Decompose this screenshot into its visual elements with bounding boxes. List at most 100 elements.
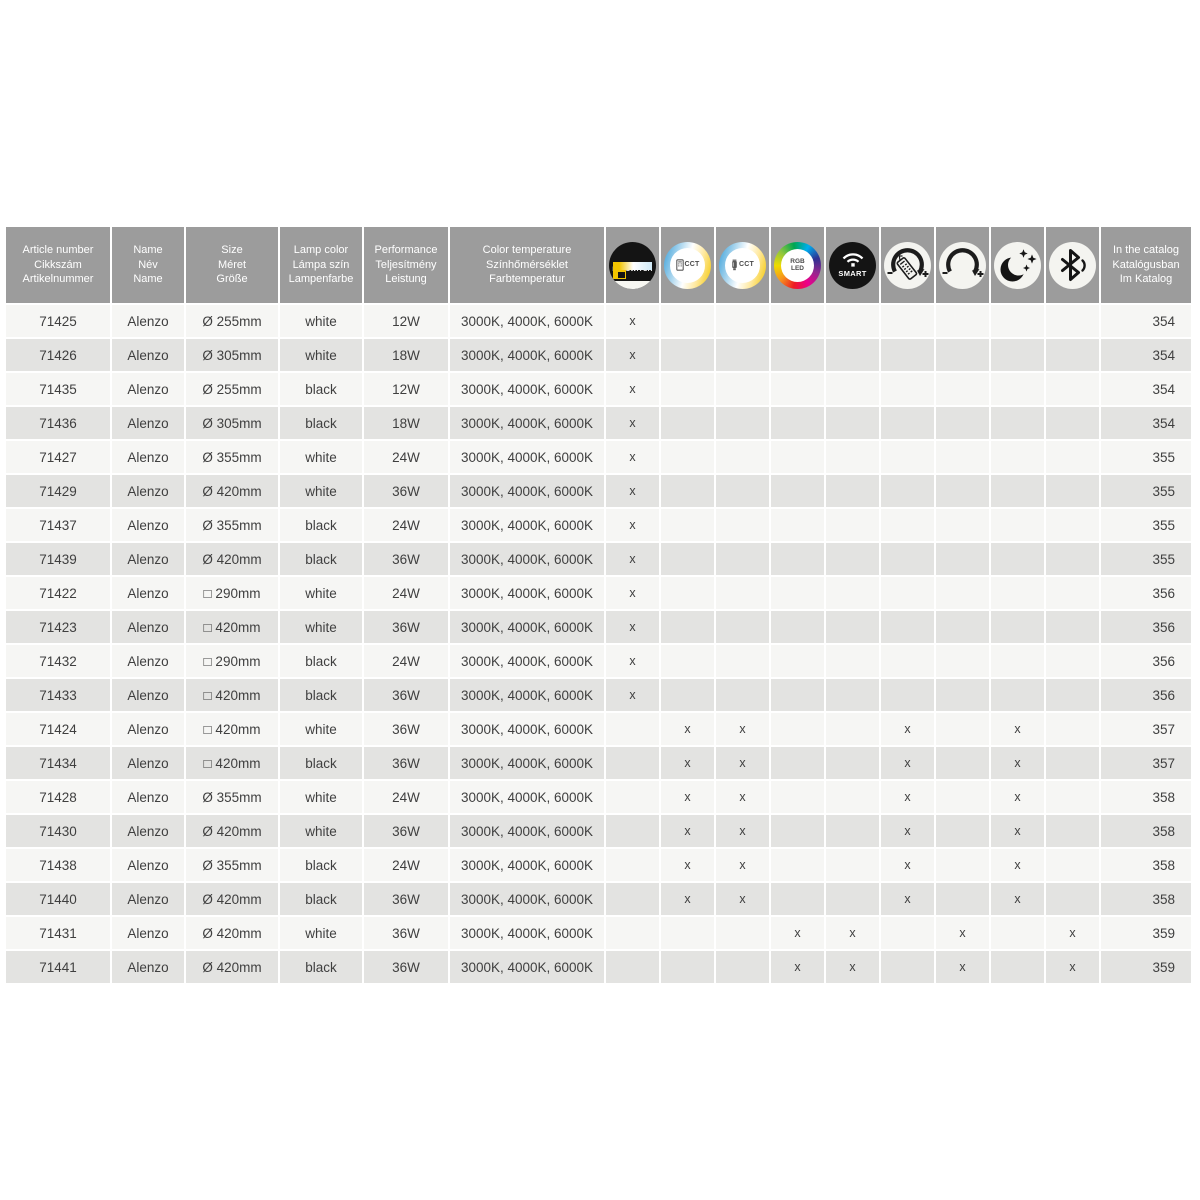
feature-mark-cell-smart	[826, 441, 879, 474]
feature-mark-cell-dimmer	[936, 713, 989, 746]
table-row: 71422 Alenzo □ 290mm white 24W 3000K, 40…	[6, 577, 1191, 610]
performance-cell: 36W	[364, 883, 448, 916]
feature-mark-cell-cct-bulb	[716, 577, 769, 610]
feature-mark-cell-dimmer	[936, 577, 989, 610]
feature-mark-cell-remote-dimmer	[881, 475, 934, 508]
feature-mark-cell-dimmer	[936, 407, 989, 440]
size-cell: Ø 420mm	[186, 475, 278, 508]
catalog-page-cell: 357	[1101, 713, 1191, 746]
catalog-page-cell: 354	[1101, 339, 1191, 372]
performance-cell: 12W	[364, 305, 448, 338]
size-cell: Ø 420mm	[186, 951, 278, 984]
feature-mark-cell-dip-switch: x	[606, 339, 659, 372]
catalog-page-cell: 356	[1101, 645, 1191, 678]
feature-mark-cell-dip-switch: x	[606, 577, 659, 610]
feature-mark-cell-rgb-led	[771, 679, 824, 712]
feature-mark-cell-night-mode: x	[991, 713, 1044, 746]
table-row: 71426 Alenzo Ø 305mm white 18W 3000K, 40…	[6, 339, 1191, 372]
color-temperature-cell: 3000K, 4000K, 6000K	[450, 747, 604, 780]
article-number-cell: 71434	[6, 747, 110, 780]
size-cell: Ø 355mm	[186, 849, 278, 882]
table-row: 71429 Alenzo Ø 420mm white 36W 3000K, 40…	[6, 475, 1191, 508]
feature-mark-cell-bluetooth	[1046, 849, 1099, 882]
feature-mark-cell-cct-remote	[661, 543, 714, 576]
performance-cell: 36W	[364, 747, 448, 780]
feature-mark-cell-smart	[826, 645, 879, 678]
feature-mark-cell-smart	[826, 577, 879, 610]
feature-mark-cell-cct-remote	[661, 305, 714, 338]
feature-mark-cell-bluetooth	[1046, 305, 1099, 338]
article-number-cell: 71433	[6, 679, 110, 712]
feature-mark-cell-rgb-led	[771, 305, 824, 338]
name-cell: Alenzo	[112, 577, 184, 610]
cct-bulb-icon: CCT	[719, 241, 766, 289]
performance-cell: 12W	[364, 373, 448, 406]
smart-label: SMART	[838, 269, 867, 279]
feature-mark-cell-rgb-led	[771, 577, 824, 610]
feature-mark-cell-remote-dimmer: x	[881, 781, 934, 814]
article-number-cell: 71428	[6, 781, 110, 814]
lamp-color-cell: white	[280, 713, 362, 746]
feature-mark-cell-rgb-led	[771, 373, 824, 406]
feature-mark-cell-dip-switch	[606, 917, 659, 950]
feature-mark-cell-smart: x	[826, 951, 879, 984]
size-cell: □ 420mm	[186, 679, 278, 712]
feature-mark-cell-cct-remote	[661, 645, 714, 678]
feature-mark-cell-cct-remote	[661, 577, 714, 610]
feature-mark-cell-dip-switch	[606, 747, 659, 780]
performance-cell: 24W	[364, 645, 448, 678]
lamp-color-cell: black	[280, 407, 362, 440]
feature-mark-cell-night-mode	[991, 441, 1044, 474]
catalog-page-cell: 359	[1101, 917, 1191, 950]
feature-mark-cell-rgb-led	[771, 815, 824, 848]
name-cell: Alenzo	[112, 883, 184, 916]
color-temperature-cell: 3000K, 4000K, 6000K	[450, 849, 604, 882]
feature-mark-cell-cct-bulb	[716, 407, 769, 440]
article-number-cell: 71437	[6, 509, 110, 542]
feature-mark-cell-remote-dimmer: x	[881, 713, 934, 746]
col-header-performance: Performance Teljesítmény Leistung	[364, 227, 448, 304]
performance-cell: 36W	[364, 679, 448, 712]
feature-mark-cell-dip-switch: x	[606, 679, 659, 712]
feature-mark-cell-cct-bulb	[716, 611, 769, 644]
feature-mark-cell-dip-switch: x	[606, 611, 659, 644]
col-header-rgb-led: RGB LED	[771, 227, 824, 304]
feature-mark-cell-night-mode	[991, 679, 1044, 712]
lamp-color-cell: black	[280, 543, 362, 576]
size-cell: Ø 355mm	[186, 509, 278, 542]
lamp-color-cell: black	[280, 849, 362, 882]
feature-mark-cell-remote-dimmer	[881, 509, 934, 542]
feature-mark-cell-dip-switch	[606, 951, 659, 984]
cct-remote-label: CCT	[684, 261, 700, 269]
feature-mark-cell-dimmer	[936, 509, 989, 542]
feature-mark-cell-cct-bulb	[716, 305, 769, 338]
feature-mark-cell-dip-switch: x	[606, 543, 659, 576]
catalog-page-cell: 355	[1101, 509, 1191, 542]
col-header-cct-bulb: CCT	[716, 227, 769, 304]
feature-mark-cell-cct-bulb: x	[716, 747, 769, 780]
feature-mark-cell-dimmer	[936, 373, 989, 406]
bluetooth-glyph	[1061, 248, 1086, 281]
color-temperature-cell: 3000K, 4000K, 6000K	[450, 951, 604, 984]
night-mode-icon	[994, 241, 1041, 289]
lamp-color-cell: black	[280, 645, 362, 678]
header-row: Article number Cikkszám Artikelnummer Na…	[6, 227, 1191, 304]
color-temperature-cell: 3000K, 4000K, 6000K	[450, 543, 604, 576]
col-header-lamp-color: Lamp color Lámpa szín Lampenfarbe	[280, 227, 362, 304]
feature-mark-cell-night-mode	[991, 645, 1044, 678]
article-number-cell: 71432	[6, 645, 110, 678]
feature-mark-cell-rgb-led	[771, 441, 824, 474]
feature-mark-cell-dimmer	[936, 679, 989, 712]
performance-cell: 36W	[364, 713, 448, 746]
remote-dimmer-glyph	[887, 247, 929, 280]
feature-mark-cell-smart	[826, 373, 879, 406]
table-row: 71432 Alenzo □ 290mm black 24W 3000K, 40…	[6, 645, 1191, 678]
name-cell: Alenzo	[112, 407, 184, 440]
performance-cell: 24W	[364, 781, 448, 814]
feature-mark-cell-dimmer	[936, 645, 989, 678]
feature-mark-cell-remote-dimmer: x	[881, 849, 934, 882]
feature-mark-cell-bluetooth	[1046, 577, 1099, 610]
feature-mark-cell-cct-remote	[661, 339, 714, 372]
dip-switch-tab	[613, 269, 626, 279]
